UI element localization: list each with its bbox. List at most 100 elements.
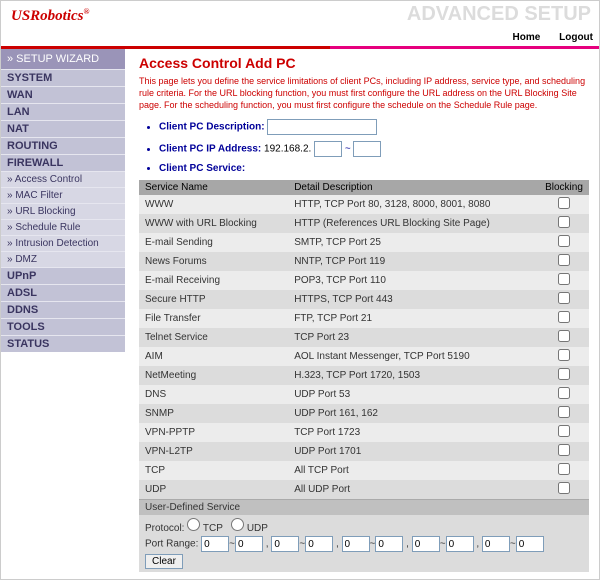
sidebar-item-upnp[interactable]: UPnP (1, 267, 125, 284)
service-blocking-checkbox[interactable] (558, 273, 570, 285)
service-detail: HTTPS, TCP Port 443 (288, 290, 539, 309)
service-blocking-checkbox[interactable] (558, 406, 570, 418)
service-name: News Forums (139, 252, 288, 271)
port-range-to-4[interactable] (516, 536, 544, 552)
sidebar-sub-access-control[interactable]: » Access Control (1, 171, 125, 187)
sidebar-setup-wizard[interactable]: » SETUP WIZARD (1, 49, 125, 69)
logo: USRobotics® (11, 8, 90, 24)
service-name: AIM (139, 347, 288, 366)
sidebar-item-wan[interactable]: WAN (1, 86, 125, 103)
service-detail: UDP Port 1701 (288, 442, 539, 461)
service-detail: All UDP Port (288, 480, 539, 499)
service-name: TCP (139, 461, 288, 480)
service-name: File Transfer (139, 309, 288, 328)
port-range-from-2[interactable] (342, 536, 370, 552)
sidebar-item-system[interactable]: SYSTEM (1, 69, 125, 86)
service-row: NetMeetingH.323, TCP Port 1720, 1503 (139, 366, 589, 385)
service-name: WWW with URL Blocking (139, 214, 288, 233)
sidebar-sub-dmz[interactable]: » DMZ (1, 251, 125, 267)
sidebar-item-adsl[interactable]: ADSL (1, 284, 125, 301)
service-detail: NNTP, TCP Port 119 (288, 252, 539, 271)
service-blocking-checkbox[interactable] (558, 311, 570, 323)
service-header-0: Service Name (139, 180, 288, 195)
port-range-from-0[interactable] (201, 536, 229, 552)
port-range-to-0[interactable] (235, 536, 263, 552)
service-blocking-checkbox[interactable] (558, 425, 570, 437)
service-blocking-checkbox[interactable] (558, 444, 570, 456)
clear-button[interactable]: Clear (145, 554, 183, 569)
service-name: E-mail Sending (139, 233, 288, 252)
page-intro: This page lets you define the service li… (139, 75, 589, 111)
service-name: VPN-PPTP (139, 423, 288, 442)
service-detail: AOL Instant Messenger, TCP Port 5190 (288, 347, 539, 366)
service-detail: HTTP, TCP Port 80, 3128, 8000, 8001, 808… (288, 195, 539, 214)
sidebar-item-ddns[interactable]: DDNS (1, 301, 125, 318)
service-blocking-checkbox[interactable] (558, 254, 570, 266)
service-name: NetMeeting (139, 366, 288, 385)
service-row: File TransferFTP, TCP Port 21 (139, 309, 589, 328)
sidebar-item-status[interactable]: STATUS (1, 335, 125, 352)
service-detail: TCP Port 1723 (288, 423, 539, 442)
service-detail: UDP Port 161, 162 (288, 404, 539, 423)
service-name: Telnet Service (139, 328, 288, 347)
ip-label: Client PC IP Address: (159, 144, 261, 155)
service-header-1: Detail Description (288, 180, 539, 195)
port-range-from-1[interactable] (271, 536, 299, 552)
service-header-2: Blocking (539, 180, 589, 195)
service-blocking-checkbox[interactable] (558, 330, 570, 342)
service-detail: All TCP Port (288, 461, 539, 480)
sidebar-item-firewall[interactable]: FIREWALL (1, 154, 125, 171)
service-table: Service NameDetail DescriptionBlocking WW… (139, 180, 589, 499)
nav-logout[interactable]: Logout (559, 32, 593, 43)
service-row: DNSUDP Port 53 (139, 385, 589, 404)
service-blocking-checkbox[interactable] (558, 292, 570, 304)
user-defined-title: User-Defined Service (139, 499, 589, 515)
service-detail: FTP, TCP Port 21 (288, 309, 539, 328)
sidebar-sub-intrusion-detection[interactable]: » Intrusion Detection (1, 235, 125, 251)
ip-from-input[interactable] (314, 141, 342, 157)
sidebar-sub-schedule-rule[interactable]: » Schedule Rule (1, 219, 125, 235)
service-detail: POP3, TCP Port 110 (288, 271, 539, 290)
port-range-from-4[interactable] (482, 536, 510, 552)
service-row: Secure HTTPHTTPS, TCP Port 443 (139, 290, 589, 309)
protocol-udp-radio[interactable] (231, 518, 244, 531)
sidebar: » SETUP WIZARDSYSTEMWANLANNATROUTINGFIRE… (1, 49, 125, 573)
sidebar-item-lan[interactable]: LAN (1, 103, 125, 120)
service-name: DNS (139, 385, 288, 404)
port-range-label: Port Range: (145, 539, 201, 550)
port-range-to-1[interactable] (305, 536, 333, 552)
service-blocking-checkbox[interactable] (558, 482, 570, 494)
service-label: Client PC Service: (159, 163, 245, 174)
service-detail: H.323, TCP Port 1720, 1503 (288, 366, 539, 385)
service-row: Telnet ServiceTCP Port 23 (139, 328, 589, 347)
service-row: E-mail ReceivingPOP3, TCP Port 110 (139, 271, 589, 290)
service-blocking-checkbox[interactable] (558, 387, 570, 399)
service-blocking-checkbox[interactable] (558, 235, 570, 247)
nav-home[interactable]: Home (513, 32, 541, 43)
service-blocking-checkbox[interactable] (558, 368, 570, 380)
ip-prefix: 192.168.2. (264, 144, 311, 155)
port-range-to-3[interactable] (446, 536, 474, 552)
service-blocking-checkbox[interactable] (558, 197, 570, 209)
port-range-from-3[interactable] (412, 536, 440, 552)
sidebar-sub-mac-filter[interactable]: » MAC Filter (1, 187, 125, 203)
service-detail: UDP Port 53 (288, 385, 539, 404)
sidebar-item-tools[interactable]: TOOLS (1, 318, 125, 335)
service-row: TCPAll TCP Port (139, 461, 589, 480)
protocol-tcp-radio[interactable] (187, 518, 200, 531)
client-pc-description-input[interactable] (267, 119, 377, 135)
service-blocking-checkbox[interactable] (558, 349, 570, 361)
ip-to-input[interactable] (353, 141, 381, 157)
port-range-to-2[interactable] (375, 536, 403, 552)
sidebar-sub-url-blocking[interactable]: » URL Blocking (1, 203, 125, 219)
service-row: VPN-L2TPUDP Port 1701 (139, 442, 589, 461)
service-blocking-checkbox[interactable] (558, 463, 570, 475)
service-row: E-mail SendingSMTP, TCP Port 25 (139, 233, 589, 252)
service-row: News ForumsNNTP, TCP Port 119 (139, 252, 589, 271)
sidebar-item-routing[interactable]: ROUTING (1, 137, 125, 154)
protocol-label: Protocol: (145, 523, 184, 534)
service-detail: HTTP (References URL Blocking Site Page) (288, 214, 539, 233)
service-row: AIMAOL Instant Messenger, TCP Port 5190 (139, 347, 589, 366)
sidebar-item-nat[interactable]: NAT (1, 120, 125, 137)
service-blocking-checkbox[interactable] (558, 216, 570, 228)
